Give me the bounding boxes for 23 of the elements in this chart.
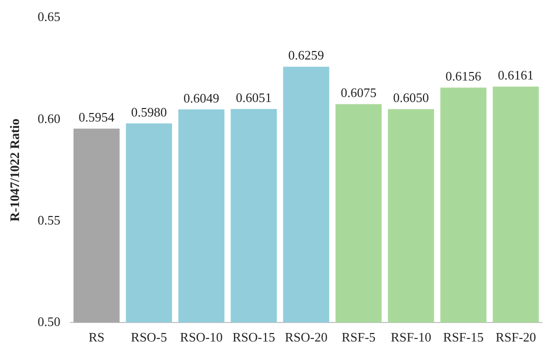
- data-label: 0.5980: [131, 104, 167, 120]
- x-tick-label: RSF-20: [496, 330, 536, 345]
- y-tick-label: 0.55: [38, 212, 60, 228]
- x-tick-label: RSF-15: [443, 330, 484, 345]
- x-tick-label: RSO-5: [130, 330, 168, 345]
- y-axis-title: R-1047/1022 Ratio: [7, 118, 22, 222]
- data-label: 0.6161: [498, 68, 534, 83]
- y-tick-label: 0.65: [38, 9, 60, 24]
- data-label: 0.6049: [183, 90, 220, 106]
- data-label: 0.6156: [446, 68, 482, 84]
- x-tick-label: RSO-10: [180, 330, 223, 345]
- data-label: 0.6259: [288, 48, 324, 63]
- x-tick-label: RSF-5: [342, 330, 376, 345]
- data-label: 0.6050: [393, 90, 429, 106]
- x-tick-label: RSO-20: [284, 330, 328, 345]
- x-tick-label: RS: [88, 330, 105, 345]
- x-tick-label: RSO-15: [232, 330, 276, 345]
- y-tick-label: 0.50: [38, 314, 60, 329]
- data-label: 0.6051: [236, 90, 272, 105]
- y-tick-label: 0.60: [38, 110, 60, 126]
- x-tick-label: RSF-10: [390, 330, 432, 345]
- data-label: 0.6075: [340, 85, 376, 100]
- data-label: 0.5954: [78, 110, 115, 125]
